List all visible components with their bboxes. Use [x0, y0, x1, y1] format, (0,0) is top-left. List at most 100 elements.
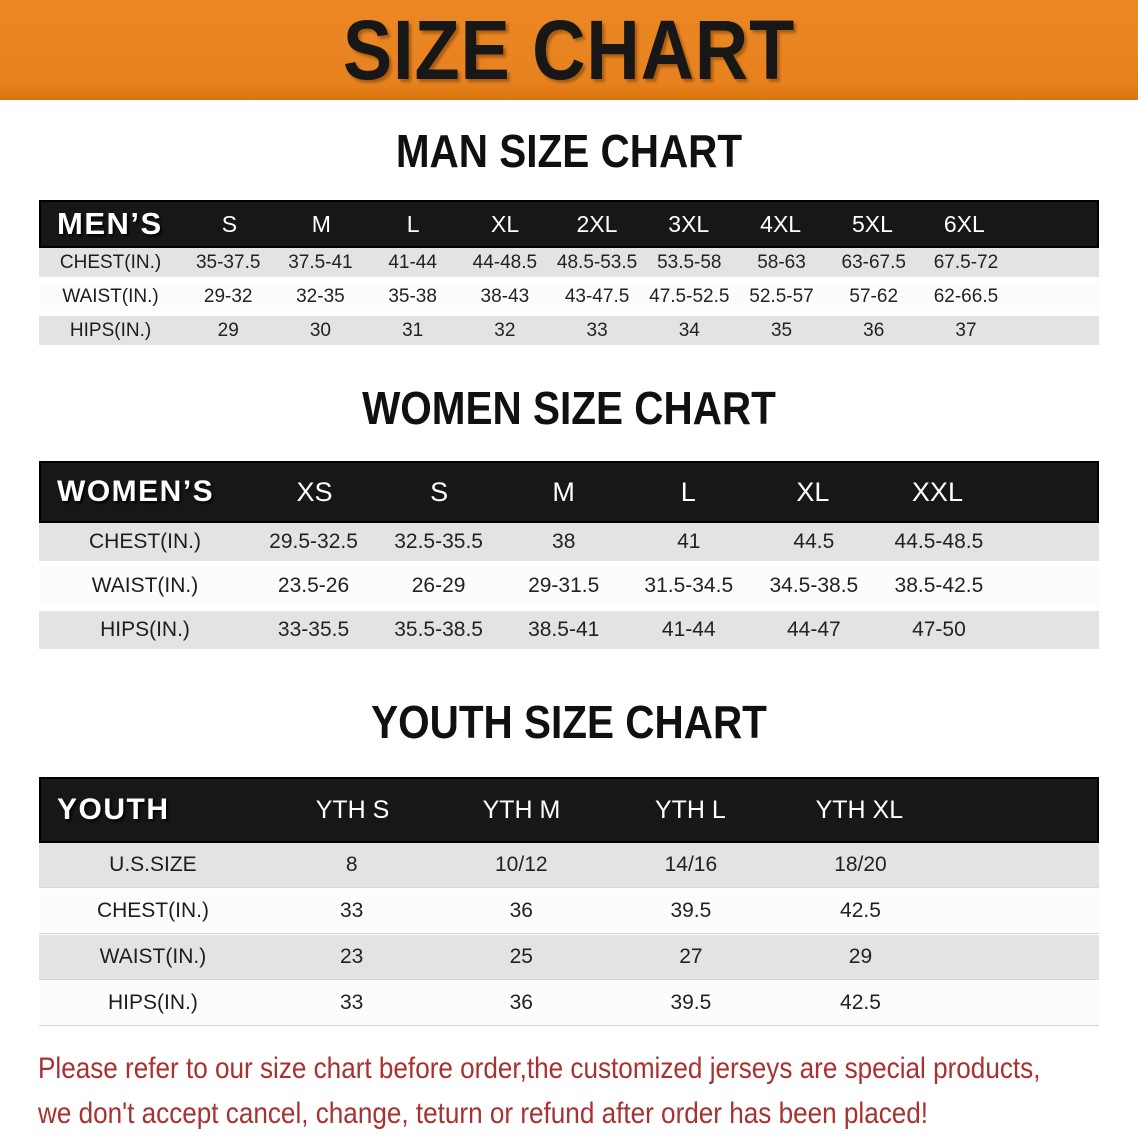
measurement-label: WAIST(IN.): [99, 945, 207, 968]
size-column-header: S: [221, 210, 238, 237]
size-value: 38-43: [480, 285, 530, 307]
size-value: 23: [340, 945, 364, 968]
measurement-label: CHEST(IN.): [96, 899, 209, 922]
women-table-body: CHEST(IN.) 29.5-32.5 32.5-35.5 38 41 44.5 44.5…: [39, 523, 1099, 649]
size-value: 18/20: [834, 853, 887, 876]
size-value: 47-50: [912, 618, 966, 641]
size-value: 32: [494, 319, 516, 341]
size-column-header: XXL: [911, 476, 963, 507]
size-value: 32.5-35.5: [394, 530, 483, 553]
measurement-label: U.S.SIZE: [109, 853, 197, 876]
table-row: HIPS(IN.) 33 36 39.5 42.5: [39, 981, 1099, 1026]
size-value: 44.5-48.5: [894, 530, 984, 553]
size-value: 57-62: [849, 285, 899, 307]
size-column-header: 5XL: [852, 210, 893, 237]
size-value: 41-44: [661, 618, 716, 641]
size-value: 35-38: [388, 285, 437, 307]
size-value: 33-35.5: [277, 618, 350, 641]
men-size-table: MEN’S S M L XL 2XL 3XL 4XL 5XL 6XL CHEST(IN.) 35-3…: [39, 200, 1099, 345]
row-spacer: [945, 935, 1099, 979]
size-column-header: YTH M: [482, 795, 561, 824]
measurement-label: CHEST(IN.): [59, 251, 162, 273]
size-value: 36: [863, 319, 885, 341]
size-value: 29.5-32.5: [269, 530, 358, 553]
size-value: 44-48.5: [472, 251, 538, 273]
measurement-label: HIPS(IN.): [100, 618, 190, 641]
table-row: HIPS(IN.) 29 30 31 32 33 34 35 36 37: [39, 316, 1099, 345]
size-value: 31.5-34.5: [644, 574, 734, 597]
size-value: 34: [678, 319, 700, 341]
men-table-body: CHEST(IN.) 35-37.5 37.5-41 41-44 44-48.5 48.5…: [39, 248, 1099, 345]
size-value: 14/16: [664, 853, 718, 876]
header-spacer: [944, 779, 1097, 841]
size-value: 38.5-41: [528, 618, 600, 641]
youth-section-title: YOUTH SIZE CHART: [371, 696, 767, 748]
size-value: 44.5: [793, 530, 835, 553]
size-value: 29-31.5: [528, 574, 600, 597]
size-column-header: XL: [796, 476, 830, 507]
table-row: WAIST(IN.) 23.5-26 26-29 29-31.5 31.5-34.5 34…: [39, 567, 1099, 605]
table-row: WAIST(IN.) 23 25 27 29: [39, 935, 1099, 980]
table-row: WAIST(IN.) 29-32 32-35 35-38 38-43 43-47.5 47.…: [39, 282, 1099, 311]
row-spacer: [945, 981, 1099, 1025]
size-column-header: L: [406, 210, 420, 237]
row-spacer: [1001, 567, 1099, 605]
table-header-label: WOMEN’S: [57, 475, 215, 508]
size-value: 33: [586, 319, 608, 341]
size-column-header: 2XL: [576, 210, 618, 237]
size-value: 33: [340, 899, 364, 922]
size-value: 41-44: [388, 251, 437, 273]
size-column-header: YTH S: [315, 795, 390, 824]
size-column-header: 3XL: [668, 210, 710, 237]
measurement-label: WAIST(IN.): [91, 574, 199, 597]
table-header-label: YOUTH: [57, 793, 170, 826]
youth-table-header-row: YOUTH YTH S YTH M YTH L YTH XL: [39, 777, 1099, 843]
size-value: 44-47: [786, 618, 841, 641]
table-row: HIPS(IN.) 33-35.5 35.5-38.5 38.5-41 41-44 44-…: [39, 611, 1099, 649]
size-value: 47.5-52.5: [649, 285, 730, 307]
size-value: 29-32: [203, 285, 253, 307]
size-value: 62-66.5: [933, 285, 999, 307]
size-value: 34.5-38.5: [769, 574, 859, 597]
size-column-header: M: [552, 476, 575, 507]
disclaimer-line-1: Please refer to our size chart before or…: [38, 1052, 1041, 1085]
measurement-label: CHEST(IN.): [89, 530, 201, 553]
size-value: 8: [345, 853, 358, 876]
header-spacer: [1010, 202, 1097, 246]
table-row: CHEST(IN.) 35-37.5 37.5-41 41-44 44-48.5 48.5…: [39, 248, 1099, 277]
row-spacer: [945, 843, 1099, 887]
size-value: 10/12: [495, 853, 548, 876]
size-column-header: L: [680, 476, 696, 507]
table-row: U.S.SIZE 8 10/12 14/16 18/20: [39, 843, 1099, 888]
disclaimer-line-2: we don't accept cancel, change, teturn o…: [38, 1097, 929, 1130]
size-value: 31: [402, 319, 424, 341]
size-value: 23.5-26: [277, 574, 350, 597]
row-spacer: [1001, 611, 1099, 649]
size-value: 29: [848, 945, 873, 968]
size-value: 39.5: [670, 991, 712, 1014]
size-value: 42.5: [840, 991, 881, 1014]
row-spacer: [1012, 316, 1099, 345]
row-spacer: [1012, 282, 1099, 311]
size-value: 38: [552, 530, 576, 553]
banner: SIZE CHART: [0, 0, 1138, 100]
measurement-label: HIPS(IN.): [108, 991, 198, 1014]
size-value: 25: [509, 945, 533, 968]
header-spacer: [1000, 463, 1097, 521]
row-spacer: [1012, 248, 1099, 277]
disclaimer: Please refer to our size chart before or…: [0, 1046, 1138, 1136]
size-value: 35: [770, 319, 793, 341]
size-value: 42.5: [840, 899, 881, 922]
table-row: CHEST(IN.) 33 36 39.5 42.5: [39, 889, 1099, 934]
women-section-title: WOMEN SIZE CHART: [362, 382, 776, 434]
size-value: 37.5-41: [288, 251, 353, 273]
size-value: 29: [217, 319, 239, 341]
row-spacer: [945, 889, 1099, 933]
size-column-header: YTH XL: [815, 795, 904, 824]
size-value: 41: [677, 530, 701, 553]
men-section-title: MAN SIZE CHART: [395, 125, 743, 177]
size-value: 36: [509, 899, 533, 922]
size-column-header: XL: [490, 210, 520, 237]
size-value: 63-67.5: [841, 251, 906, 273]
